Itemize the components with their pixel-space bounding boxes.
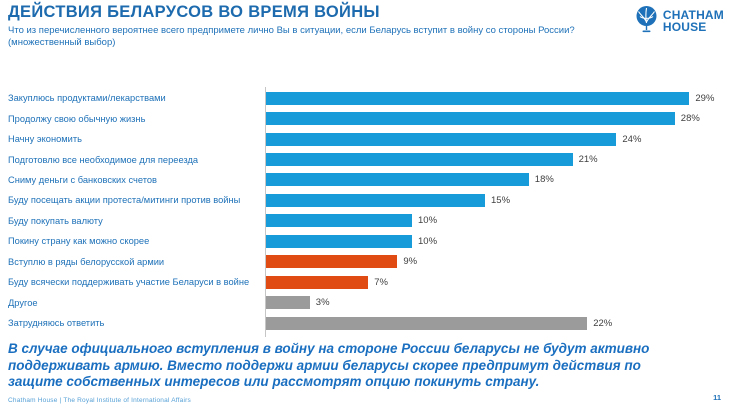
chart-row: Начну экономить 24% <box>0 129 732 149</box>
category-label: Затрудняюсь ответить <box>8 318 105 329</box>
value-label: 29% <box>695 92 715 104</box>
bar <box>266 153 573 167</box>
page-title: ДЕЙСТВИЯ БЕЛАРУСОВ ВО ВРЕМЯ ВОЙНЫ <box>8 3 380 21</box>
category-label: Буду всячески поддерживать участие Белар… <box>8 277 250 288</box>
value-label: 22% <box>593 317 613 329</box>
category-label: Буду покупать валюту <box>8 215 103 226</box>
logo-line1: CHATHAM <box>662 8 724 22</box>
value-label: 10% <box>418 215 438 227</box>
value-label: 7% <box>374 276 388 288</box>
takeaway-line3: защите собственных интересов или рассмот… <box>8 374 540 389</box>
bar <box>266 275 369 289</box>
chart-row: Буду всячески поддерживать участие Белар… <box>0 272 732 292</box>
bar <box>266 132 617 146</box>
bar <box>266 214 412 228</box>
category-label: Сниму деньги с банковских счетов <box>8 174 157 185</box>
value-label: 10% <box>418 235 438 247</box>
value-label: 28% <box>680 113 700 125</box>
value-label: 18% <box>534 174 554 186</box>
bar <box>266 193 485 207</box>
bar <box>266 255 398 269</box>
takeaway-line1: В случае официального вступления в войну… <box>8 341 650 356</box>
value-label: 15% <box>491 194 511 206</box>
page-number: 11 <box>713 393 721 402</box>
bar <box>266 173 529 187</box>
value-label: 9% <box>403 256 418 268</box>
bar <box>266 112 675 126</box>
bar <box>266 316 588 330</box>
bar-chart: Закуплюсь продуктами/лекарствами 29% Продо… <box>0 87 732 337</box>
logo-line2: HOUSE <box>662 19 707 34</box>
footer-attribution: Chatham House | The Royal Institute of I… <box>8 397 191 404</box>
chart-row: Продолжу свою обычную жизнь 28% <box>0 108 732 128</box>
value-label: 24% <box>622 133 642 145</box>
category-label: Начну экономить <box>8 134 82 145</box>
chart-row: Затрудняюсь ответить 22% <box>0 313 732 333</box>
category-label: Буду посещать акции протеста/митинги про… <box>8 195 241 206</box>
chart-row: Вступлю в ряды белорусской армии 9% <box>0 252 732 272</box>
value-label: 21% <box>578 154 598 166</box>
chart-row: Сниму деньги с банковских счетов 18% <box>0 170 732 190</box>
chart-row: Другое 3% <box>0 292 732 312</box>
category-label: Закуплюсь продуктами/лекарствами <box>8 93 166 104</box>
chart-row: Подготовлю все необходимое для переезда 2… <box>0 149 732 169</box>
category-label: Продолжу свою обычную жизнь <box>8 113 146 124</box>
chart-rows: Закуплюсь продуктами/лекарствами 29% Продо… <box>0 88 732 333</box>
takeaway-line2: поддерживать армию. Вместо поддержи арми… <box>8 357 641 373</box>
value-label: 3% <box>315 297 330 309</box>
chart-row: Покину страну как можно скорее 10% <box>0 231 732 251</box>
chart-row: Буду посещать акции протеста/митинги про… <box>0 190 732 210</box>
chart-subtitle: Что из перечисленного вероятнее всего пр… <box>8 25 575 48</box>
globe-tree-icon <box>634 5 659 38</box>
axis-line <box>265 87 266 337</box>
category-label: Подготовлю все необходимое для переезда <box>8 154 199 165</box>
bar <box>266 296 310 310</box>
category-label: Вступлю в ряды белорусской армии <box>8 256 165 267</box>
bar <box>266 91 690 105</box>
chart-row: Буду покупать валюту 10% <box>0 211 732 231</box>
category-label: Другое <box>8 297 38 308</box>
category-label: Покину страну как можно скорее <box>8 236 150 247</box>
chart-row: Закуплюсь продуктами/лекарствами 29% <box>0 88 732 108</box>
bar <box>266 234 412 248</box>
takeaway-text: В случае официального вступления в войну… <box>8 341 730 391</box>
logo-wordmark: CHATHAM HOUSE <box>662 8 724 34</box>
chart-subtitle-line2: (множественный выбор) <box>8 36 116 48</box>
chart-subtitle-line1: Что из перечисленного вероятнее всего пр… <box>8 25 575 36</box>
chatham-house-logo: CHATHAM HOUSE <box>634 5 724 38</box>
